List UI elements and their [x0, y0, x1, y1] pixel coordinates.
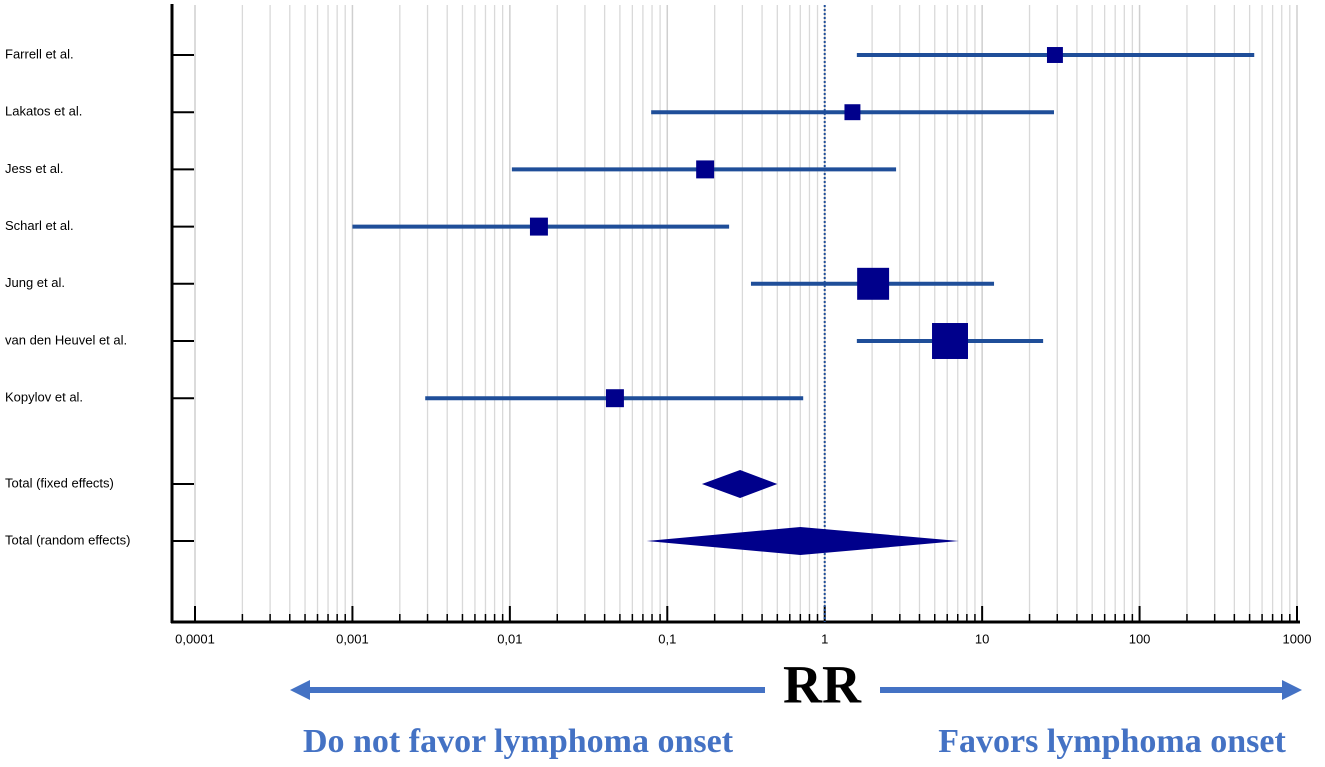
- row-label: Jess et al.: [5, 161, 64, 176]
- annotation-left: Do not favor lymphoma onset: [303, 723, 734, 760]
- pooled-diamond: [646, 527, 959, 555]
- annotation-right: Favors lymphoma onset: [938, 723, 1286, 760]
- estimate-box: [932, 323, 968, 359]
- row-label: van den Heuvel et al.: [5, 332, 127, 347]
- x-tick-label: 0,001: [336, 631, 369, 646]
- x-tick-label: 0,0001: [175, 631, 215, 646]
- estimate-box: [1046, 47, 1063, 63]
- row-label: Lakatos et al.: [5, 104, 82, 119]
- estimate-box: [844, 104, 861, 121]
- arrow-left-head: [290, 680, 310, 700]
- x-tick-label: 0,01: [497, 631, 522, 646]
- x-tick-label: 100: [1129, 631, 1151, 646]
- estimate-box: [529, 217, 548, 236]
- row-label: Kopylov et al.: [5, 390, 83, 405]
- x-tick-label: 1: [821, 631, 828, 646]
- x-tick-label: 0,1: [658, 631, 676, 646]
- row-label: Scharl et al.: [5, 218, 74, 233]
- pooled-diamond: [701, 470, 778, 498]
- row-label: Farrell et al.: [5, 46, 74, 61]
- estimate-box: [605, 389, 624, 408]
- row-label: Jung et al.: [5, 275, 65, 290]
- x-tick-label: 10: [975, 631, 989, 646]
- grid: [194, 5, 1298, 622]
- row-label: Total (random effects): [5, 532, 130, 547]
- estimate-box: [696, 160, 715, 179]
- row-label: Total (fixed effects): [5, 475, 114, 490]
- estimate-box: [857, 267, 890, 300]
- x-tick-label: 1000: [1283, 631, 1312, 646]
- arrow-right-head: [1282, 680, 1302, 700]
- x-axis-label: RR: [783, 654, 862, 714]
